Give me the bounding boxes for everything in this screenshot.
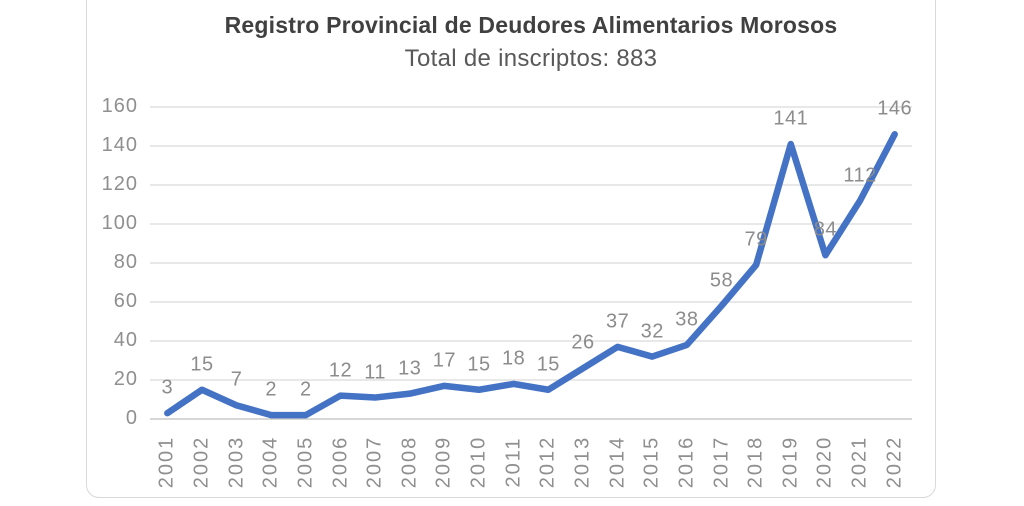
chart-subtitle: Total de inscriptos: 883	[404, 45, 658, 72]
chart-title: Registro Provincial de Deudores Alimenta…	[224, 12, 838, 38]
chart-frame	[86, 0, 936, 498]
series-line	[164, 131, 898, 419]
